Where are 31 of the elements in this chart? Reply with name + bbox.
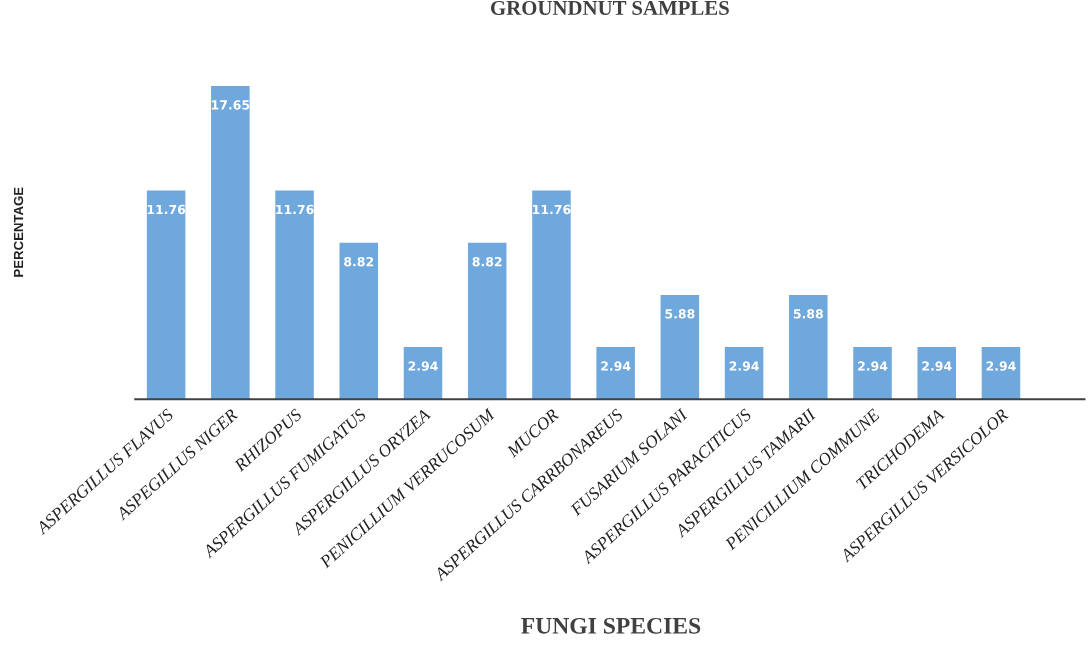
bar bbox=[596, 347, 635, 400]
bar bbox=[211, 85, 250, 400]
bar bbox=[981, 347, 1021, 400]
chart-title: GROUNDNUT SAMPLES bbox=[490, 0, 729, 15]
bar bbox=[789, 294, 828, 400]
bar bbox=[724, 347, 764, 400]
data-label: 5.88 bbox=[665, 309, 695, 319]
data-label: 11.76 bbox=[276, 204, 314, 215]
bar bbox=[403, 347, 443, 400]
bar bbox=[532, 190, 571, 400]
bar bbox=[467, 242, 507, 400]
data-label: 17.65 bbox=[211, 100, 250, 110]
data-label: 5.88 bbox=[793, 309, 823, 319]
y-axis-title: PERCENTAGE bbox=[13, 187, 24, 277]
x-axis-title: FUNGI SPECIES bbox=[521, 617, 701, 634]
bar bbox=[146, 190, 186, 400]
bar bbox=[917, 347, 957, 400]
data-label: 2.94 bbox=[408, 361, 438, 371]
bar bbox=[275, 190, 314, 400]
data-label: 2.94 bbox=[729, 361, 759, 371]
data-label: 2.94 bbox=[601, 361, 631, 371]
bar bbox=[339, 242, 379, 400]
data-label: 11.76 bbox=[533, 204, 571, 215]
data-label: 8.82 bbox=[472, 256, 502, 267]
data-label: 2.94 bbox=[922, 361, 952, 371]
bar bbox=[853, 347, 892, 400]
bar bbox=[660, 294, 700, 400]
data-label: 8.82 bbox=[344, 256, 374, 267]
data-label: 2.94 bbox=[986, 361, 1016, 371]
data-label: 11.76 bbox=[147, 204, 186, 215]
data-label: 2.94 bbox=[858, 361, 888, 371]
